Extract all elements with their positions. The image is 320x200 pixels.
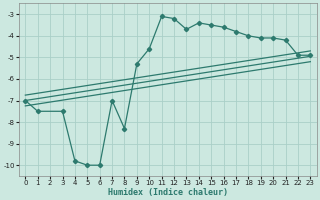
X-axis label: Humidex (Indice chaleur): Humidex (Indice chaleur) bbox=[108, 188, 228, 197]
